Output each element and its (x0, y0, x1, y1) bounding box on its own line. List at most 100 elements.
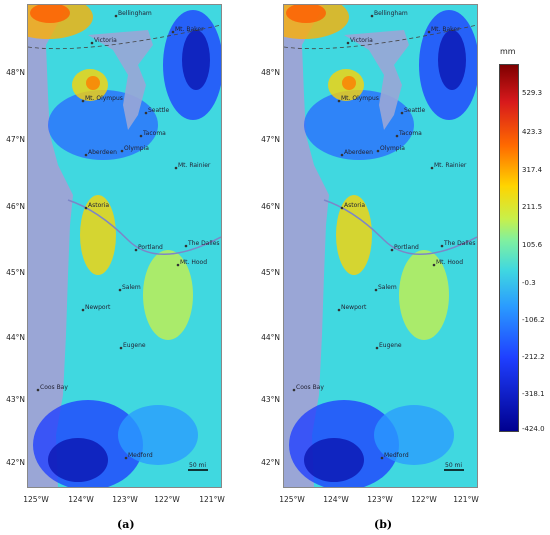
precip-anomaly-region (438, 30, 466, 90)
place-marker (81, 99, 85, 103)
map-panel-b: Bellingham Victoria Mt. Baker Mt. Olympus Se… (283, 4, 478, 488)
place-marker (346, 41, 350, 45)
place-label: Victoria (94, 37, 117, 44)
lat-label: 42°N (6, 458, 25, 467)
precip-anomaly-region (304, 438, 364, 482)
colorbar-tick: 211.5 (522, 203, 543, 211)
place-label: Coos Bay (296, 384, 324, 391)
precip-anomaly-region (118, 405, 198, 465)
place-label: Newport (85, 304, 111, 311)
place-label: Salem (378, 284, 397, 291)
place-marker (337, 99, 341, 103)
place-label: Seattle (148, 107, 170, 114)
precip-anomaly-region (143, 250, 193, 340)
place-marker (395, 134, 399, 138)
lon-label: 122°W (411, 495, 437, 504)
place-label: Tacoma (398, 130, 422, 137)
place-label: Salem (122, 284, 141, 291)
place-label: Mt. Olympus (85, 95, 123, 102)
place-marker (36, 388, 40, 392)
lat-label: 44°N (261, 333, 280, 342)
place-marker (124, 456, 128, 460)
place-marker (340, 206, 344, 210)
place-marker (370, 14, 374, 18)
place-label: Mt. Hood (180, 259, 207, 266)
place-label: Medford (128, 452, 153, 459)
place-marker (380, 456, 384, 460)
lon-label: 125°W (23, 495, 49, 504)
place-marker (400, 111, 404, 115)
place-label: Olympia (124, 145, 149, 152)
panel-caption-b: (b) (374, 518, 393, 531)
place-label: Mt. Baker (431, 26, 460, 33)
lon-label: 123°W (367, 495, 393, 504)
colorbar-tick: -318.1 (522, 390, 545, 398)
precip-anomaly-region (342, 76, 356, 90)
place-marker (176, 263, 180, 267)
place-marker (118, 288, 122, 292)
place-marker (120, 149, 124, 153)
precip-anomaly-region (182, 30, 210, 90)
colorbar-tick: -424.0 (522, 425, 545, 433)
place-marker (440, 244, 444, 248)
colorbar-unit: mm (500, 47, 516, 56)
lat-label: 47°N (261, 135, 280, 144)
place-marker (90, 41, 94, 45)
place-marker (84, 153, 88, 157)
lat-label: 45°N (6, 268, 25, 277)
place-label: Eugene (379, 342, 402, 349)
colorbar-tick: 529.3 (522, 89, 543, 97)
place-marker (292, 388, 296, 392)
columbia-river (67, 199, 221, 256)
place-marker (374, 288, 378, 292)
columbia-river (323, 199, 477, 256)
place-marker (171, 30, 175, 34)
place-label: Astoria (344, 202, 365, 209)
border-line (28, 24, 221, 50)
place-label: Mt. Olympus (341, 95, 379, 102)
place-label: Bellingham (374, 10, 408, 17)
lon-label: 122°W (154, 495, 180, 504)
precip-anomaly-region (80, 195, 116, 275)
map-panel-a: Bellingham Victoria Mt. Baker Mt. Olympus Se… (27, 4, 222, 488)
colorbar-tick: 317.4 (522, 166, 543, 174)
place-label: Coos Bay (40, 384, 68, 391)
puget-sound (88, 30, 153, 130)
place-label: Aberdeen (88, 149, 117, 156)
colorbar (499, 64, 519, 432)
border-line (284, 24, 477, 50)
colorbar-tick: 105.6 (522, 241, 543, 249)
place-label: Portland (394, 244, 419, 251)
place-label: Portland (138, 244, 163, 251)
place-marker (184, 244, 188, 248)
lat-label: 43°N (6, 395, 25, 404)
place-marker (114, 14, 118, 18)
puget-sound (344, 30, 409, 130)
place-marker (432, 263, 436, 267)
place-label: Mt. Baker (175, 26, 204, 33)
place-label: Aberdeen (344, 149, 373, 156)
map-b-svg: Bellingham Victoria Mt. Baker Mt. Olympus Se… (284, 5, 477, 487)
place-label: Medford (384, 452, 409, 459)
precip-anomaly-region (399, 250, 449, 340)
place-marker (139, 134, 143, 138)
place-label: Victoria (350, 37, 373, 44)
scale-bar-label: 50 mi (445, 462, 462, 469)
place-marker (134, 248, 138, 252)
place-marker (427, 30, 431, 34)
place-label: The Dalles (187, 240, 220, 247)
place-marker (340, 153, 344, 157)
precip-anomaly-region (336, 195, 372, 275)
place-marker (430, 166, 434, 170)
place-label: Olympia (380, 145, 405, 152)
scale-bar-label: 50 mi (189, 462, 206, 469)
place-marker (174, 166, 178, 170)
colorbar-tick: -212.2 (522, 353, 545, 361)
lat-label: 48°N (261, 68, 280, 77)
place-label: Mt. Hood (436, 259, 463, 266)
place-marker (84, 206, 88, 210)
place-label: The Dalles (443, 240, 476, 247)
precip-anomaly-region (374, 405, 454, 465)
lon-label: 121°W (453, 495, 479, 504)
colorbar-tick: -0.3 (522, 279, 536, 287)
